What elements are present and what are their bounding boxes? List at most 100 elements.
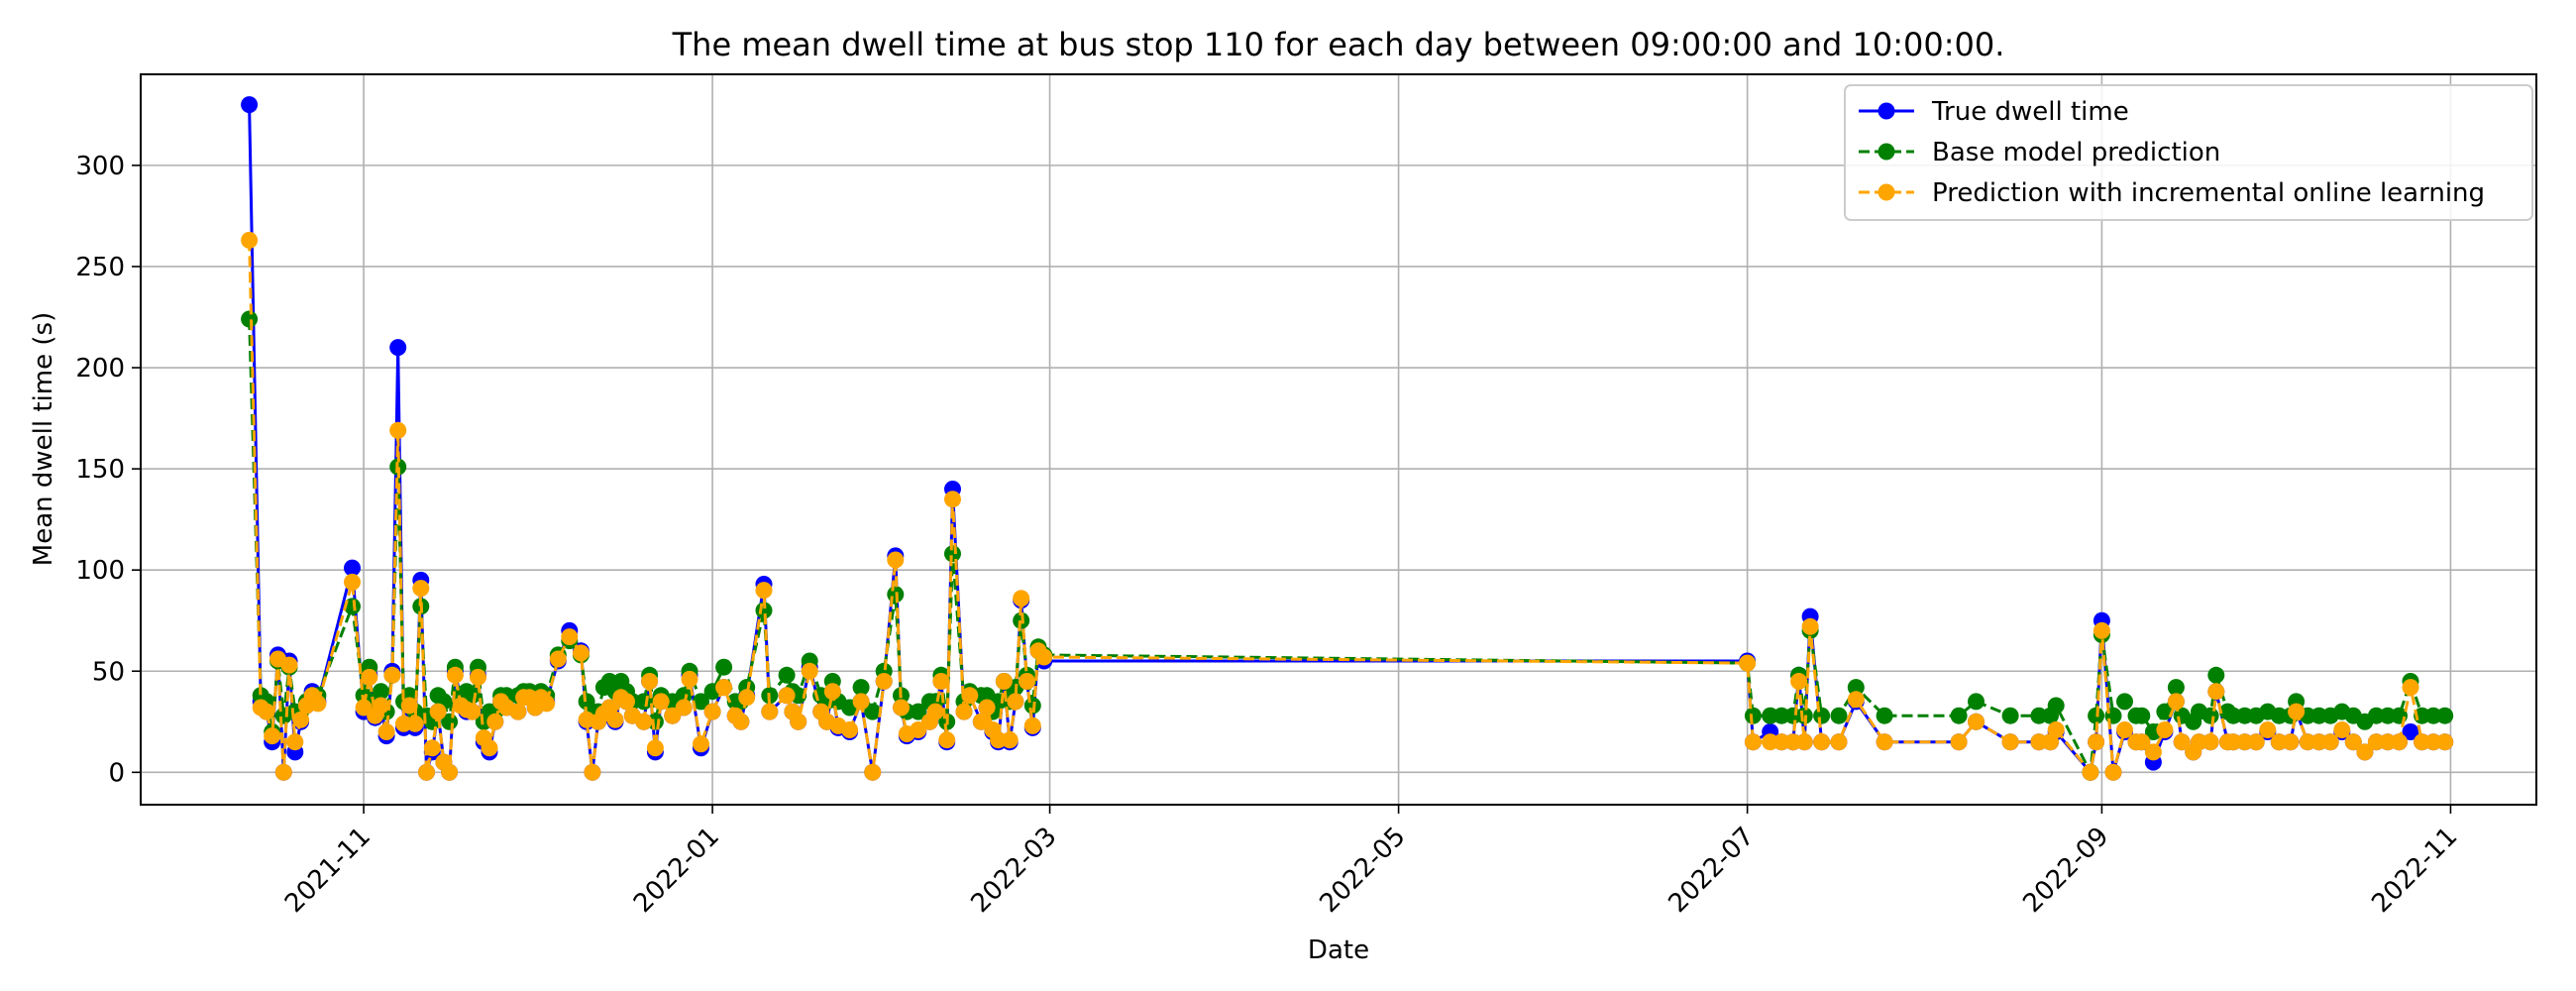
data-point (2047, 697, 2065, 715)
data-point (2201, 707, 2219, 724)
data-point (383, 666, 401, 684)
legend-label: True dwell time (1931, 97, 2129, 127)
data-point (418, 763, 435, 781)
data-point (464, 703, 482, 720)
data-point (2144, 743, 2162, 761)
data-point (1950, 707, 1968, 724)
data-point (481, 739, 498, 757)
data-point (423, 739, 441, 757)
data-point (715, 658, 733, 676)
series-group (241, 96, 2454, 781)
legend-label: Base model prediction (1932, 138, 2220, 167)
legend: True dwell time Base model prediction Pred… (1844, 84, 2533, 221)
data-point (618, 693, 635, 711)
data-point (446, 666, 464, 684)
data-point (2167, 693, 2185, 711)
data-point (652, 693, 670, 711)
data-point (2321, 733, 2339, 751)
data-point (572, 644, 590, 662)
data-point (693, 735, 709, 753)
data-point (738, 689, 756, 707)
data-point (549, 650, 567, 668)
data-point (2356, 743, 2374, 761)
data-point (400, 697, 418, 715)
data-point (646, 739, 664, 757)
data-point (441, 763, 459, 781)
data-point (2001, 733, 2019, 751)
data-point (1847, 691, 1865, 709)
data-point (1876, 733, 1893, 751)
data-point (715, 679, 733, 697)
data-point (274, 763, 292, 781)
data-point (2402, 679, 2419, 697)
data-point (377, 723, 395, 740)
data-point (790, 713, 807, 730)
data-point (2344, 733, 2362, 751)
data-point (389, 421, 407, 439)
legend-entry: Base model prediction (1859, 138, 2220, 167)
data-point (2047, 721, 2065, 738)
data-point (801, 662, 818, 680)
data-point (241, 310, 259, 328)
legend-entry: True dwell time (1859, 97, 2129, 127)
data-point (2167, 679, 2185, 697)
data-point (910, 703, 927, 720)
data-point (944, 545, 961, 563)
data-point (2288, 703, 2306, 720)
data-point (2207, 683, 2225, 701)
data-point (1001, 731, 1019, 749)
data-point (2391, 733, 2408, 751)
data-point (2282, 733, 2300, 751)
data-point (1007, 693, 1024, 711)
data-point (470, 668, 486, 686)
data-point (778, 687, 796, 705)
chart-title: The mean dwell time at bus stop 110 for … (672, 26, 2005, 63)
data-point (486, 713, 504, 730)
data-point (2133, 733, 2151, 751)
data-point (1968, 713, 1985, 730)
data-point (286, 733, 304, 751)
data-point (1035, 648, 1053, 666)
data-point (778, 666, 796, 684)
data-point (258, 703, 275, 720)
legend-marker (1878, 183, 1895, 201)
data-point (2259, 721, 2277, 738)
data-point (864, 763, 882, 781)
data-point (2436, 733, 2454, 751)
x-axis-label: Date (1308, 936, 1369, 965)
data-point (926, 703, 944, 720)
data-point (675, 699, 693, 716)
data-point (852, 693, 870, 711)
data-point (464, 687, 482, 705)
y-tick-label: 200 (75, 354, 125, 384)
data-point (406, 715, 424, 732)
data-point (584, 763, 601, 781)
data-point (635, 713, 653, 730)
data-point (2093, 621, 2110, 639)
data-point (1830, 733, 1848, 751)
y-tick-label: 250 (75, 253, 125, 282)
data-point (841, 721, 859, 738)
data-point (761, 703, 779, 720)
data-point (2116, 721, 2133, 738)
y-tick-label: 100 (75, 556, 125, 586)
data-point (2133, 707, 2151, 724)
data-point (641, 673, 659, 690)
data-point (264, 727, 281, 745)
data-point (280, 656, 298, 674)
y-axis-label: Mean dwell time (s) (29, 312, 58, 566)
data-point (2402, 723, 2419, 740)
y-tick-label: 0 (108, 758, 125, 788)
data-point (241, 96, 259, 114)
data-point (2201, 733, 2219, 751)
data-point (852, 679, 870, 697)
data-point (2082, 763, 2099, 781)
data-point (1813, 707, 1831, 724)
y-tick-label: 50 (92, 657, 125, 687)
data-point (1023, 716, 1041, 734)
data-point (309, 695, 327, 713)
data-point (961, 687, 979, 705)
data-point (681, 670, 698, 688)
data-point (732, 713, 750, 730)
legend-box (1844, 84, 2533, 221)
